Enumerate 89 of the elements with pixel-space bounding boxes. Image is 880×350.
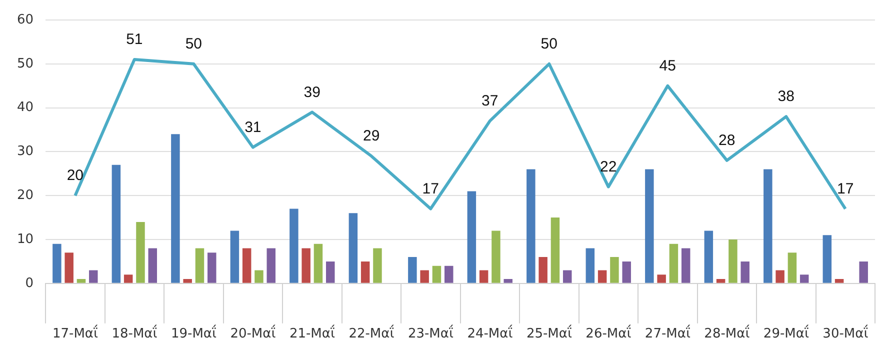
data-label: 50 <box>185 36 202 53</box>
y-tick-label: 60 <box>16 12 34 28</box>
x-tick-label: 22-Μαΐ <box>348 324 395 342</box>
bar <box>326 261 335 283</box>
bar <box>788 252 797 283</box>
bar <box>195 248 204 283</box>
bar <box>183 279 192 283</box>
bar <box>302 248 310 283</box>
x-tick-label: 23-Μαΐ <box>408 324 454 342</box>
bar <box>52 244 62 283</box>
data-label: 45 <box>659 57 676 74</box>
x-tick-label: 27-Μαΐ <box>644 324 691 342</box>
bar <box>764 169 772 283</box>
data-label: 20 <box>66 167 84 184</box>
data-label: 22 <box>600 158 617 176</box>
bar <box>622 261 631 283</box>
bar <box>704 230 714 283</box>
bar <box>444 266 454 283</box>
bar <box>290 208 298 283</box>
data-label: 29 <box>363 128 380 145</box>
bar <box>467 191 476 283</box>
data-label: 31 <box>244 118 262 136</box>
bar <box>89 270 98 283</box>
bar <box>645 169 654 283</box>
bar <box>136 222 145 283</box>
x-tick-label: 30-Μαΐ <box>822 324 869 342</box>
bar <box>242 248 252 283</box>
bar <box>432 266 442 283</box>
bar <box>64 252 74 283</box>
bar <box>859 261 868 283</box>
x-tick-label: 26-Μαΐ <box>586 324 632 342</box>
data-label: 37 <box>482 92 498 110</box>
x-tick-label: 21-Μαΐ <box>289 324 336 342</box>
bar <box>479 270 488 283</box>
bar <box>420 270 429 283</box>
data-label: 17 <box>422 180 439 198</box>
data-label: 51 <box>126 31 143 48</box>
bar <box>266 248 276 283</box>
y-tick-label: 30 <box>16 144 34 160</box>
y-tick-label: 0 <box>25 276 34 291</box>
bar <box>360 261 370 283</box>
bar <box>314 244 323 283</box>
x-tick-label: 29-Μαΐ <box>763 324 810 342</box>
bar <box>230 230 240 283</box>
data-label: 38 <box>778 88 794 106</box>
data-label: 17 <box>837 180 854 198</box>
bar <box>657 274 666 283</box>
bar <box>550 218 560 283</box>
bar <box>148 248 158 283</box>
bar <box>526 169 536 283</box>
bar <box>598 270 607 283</box>
bar <box>834 279 844 283</box>
bar <box>112 164 121 283</box>
x-tick-label: 28-Μαΐ <box>704 324 750 342</box>
data-label: 39 <box>304 84 320 101</box>
bar <box>669 244 678 283</box>
bar <box>76 279 86 283</box>
bar <box>800 274 809 283</box>
x-tick-label: 19-Μαΐ <box>170 324 217 342</box>
bar <box>373 248 382 283</box>
bar <box>492 230 500 283</box>
x-tick-label: 17-Μαΐ <box>52 324 98 342</box>
bar <box>348 213 358 283</box>
bar <box>254 270 264 283</box>
bar <box>208 252 216 283</box>
bar <box>562 270 572 283</box>
bar <box>408 257 417 283</box>
bar <box>504 279 512 283</box>
bar <box>681 248 690 283</box>
x-tick-label: 24-Μαΐ <box>467 324 514 342</box>
bar <box>610 257 619 283</box>
y-tick-label: 40 <box>16 100 34 116</box>
bar <box>124 274 133 283</box>
y-tick-label: 10 <box>16 232 34 247</box>
bar <box>822 235 832 283</box>
bar <box>171 134 180 283</box>
bar <box>776 270 784 283</box>
x-tick-label: 25-Μαΐ <box>526 324 572 342</box>
bar <box>716 279 726 283</box>
bar <box>728 240 738 283</box>
data-label: 28 <box>718 132 736 150</box>
bar <box>538 257 548 283</box>
y-tick-label: 20 <box>16 188 34 203</box>
x-tick-label: 18-Μαΐ <box>112 324 158 342</box>
bar <box>740 261 750 283</box>
bar <box>586 248 595 283</box>
data-label: 50 <box>540 36 558 53</box>
y-tick-label: 50 <box>16 56 34 72</box>
x-tick-label: 20-Μαΐ <box>230 324 276 342</box>
